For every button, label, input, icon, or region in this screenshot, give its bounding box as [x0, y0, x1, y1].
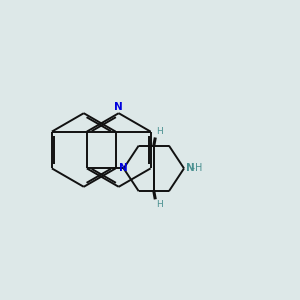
Text: N: N — [114, 102, 123, 112]
Text: N: N — [119, 164, 128, 173]
Text: H: H — [195, 164, 202, 173]
Text: H: H — [156, 128, 162, 136]
Text: N: N — [186, 164, 195, 173]
Text: H: H — [156, 200, 162, 209]
